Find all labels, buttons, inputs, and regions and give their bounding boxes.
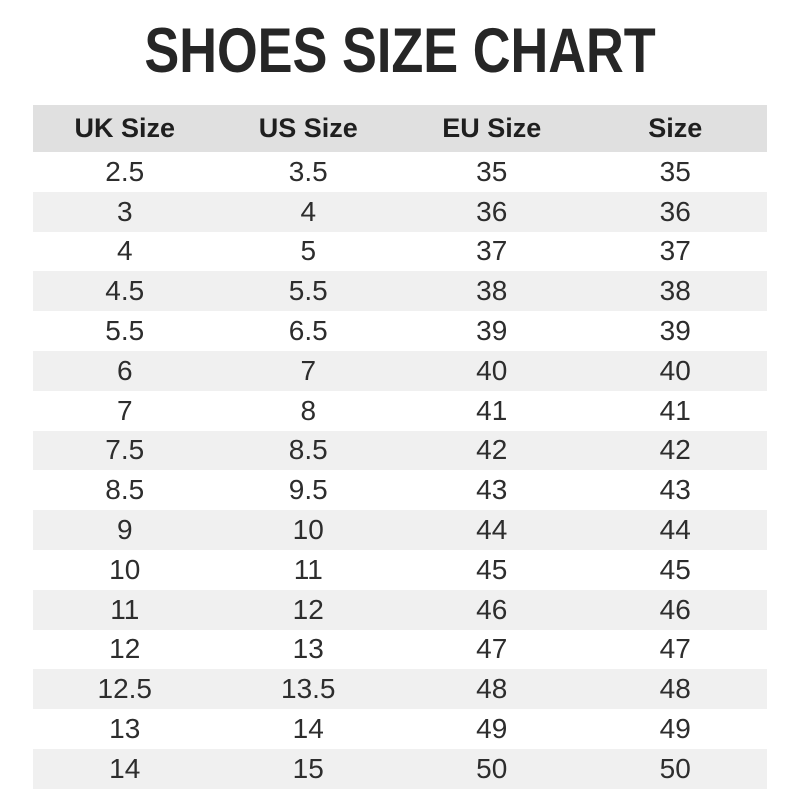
table-cell: 13	[109, 713, 141, 745]
table-cell: 35	[476, 155, 508, 187]
table-cell: 15	[292, 752, 324, 784]
table-cell: 44	[659, 514, 691, 546]
table-cell: 2.5	[105, 155, 145, 187]
table-cell: 4	[116, 235, 133, 267]
table-cell: 44	[476, 514, 508, 546]
table-cell: 40	[659, 354, 691, 386]
table-cell: 47	[659, 633, 691, 665]
table-cell: 4.5	[105, 275, 145, 307]
size-conversion-table: UK Size US Size EU Size Size 2.5 3.5 35 35 3…	[33, 105, 767, 789]
table-cell: 50	[659, 752, 691, 784]
table-cell: 5.5	[288, 275, 328, 307]
table-cell: 49	[659, 713, 691, 745]
table-row: 11 12 46 46	[33, 589, 767, 630]
table-row: 5.5 6.5 39 39	[33, 311, 767, 351]
table-cell: 3.5	[288, 155, 328, 187]
table-header: UK Size US Size EU Size Size	[33, 105, 767, 152]
page-title-wrap: SHOES SIZE CHART	[0, 18, 800, 84]
table-cell: 5	[300, 235, 317, 267]
table-cell: 40	[476, 354, 508, 386]
table-cell: 45	[476, 553, 508, 585]
table-cell: 8.5	[105, 474, 145, 506]
table-row: 7 8 41 41	[33, 390, 767, 431]
table-cell: 49	[476, 713, 508, 745]
table-cell: 5.5	[105, 315, 145, 347]
table-cell: 41	[476, 394, 508, 426]
table-header-row: UK Size US Size EU Size Size	[33, 105, 767, 152]
table-cell: 3	[116, 195, 133, 227]
table-cell: 39	[476, 315, 508, 347]
table-cell: 47	[476, 633, 508, 665]
table-cell: 7	[116, 394, 133, 426]
table-cell: 36	[476, 195, 508, 227]
table-body: 2.5 3.5 35 35 3 4 36 36 4 5 37 37 4.5 5.5 38 38 5.5 6.5 39…	[33, 152, 767, 789]
table-row: 3 4 36 36	[33, 191, 767, 232]
table-cell: 46	[476, 593, 508, 625]
table-cell: 42	[659, 434, 691, 466]
table-cell: 4	[300, 195, 317, 227]
table-cell: 9.5	[288, 474, 328, 506]
table-cell: 42	[476, 434, 508, 466]
table-cell: 13	[292, 633, 324, 665]
table-row: 8.5 9.5 43 43	[33, 470, 767, 511]
table-cell: 12	[292, 593, 324, 625]
table-cell: 48	[476, 673, 508, 705]
table-cell: 39	[659, 315, 691, 347]
table-cell: 12.5	[97, 673, 153, 705]
table-cell: 11	[293, 553, 323, 585]
table-cell: 6	[116, 354, 133, 386]
page-title: SHOES SIZE CHART	[144, 16, 656, 86]
table-row: 4 5 37 37	[33, 231, 767, 272]
table-row: 12 13 47 47	[33, 629, 767, 670]
table-cell: 7.5	[105, 434, 145, 466]
table-cell: 48	[659, 673, 691, 705]
table-cell: 14	[292, 713, 324, 745]
table-cell: 14	[109, 752, 141, 784]
table-cell: 10	[292, 514, 324, 546]
table-cell: 38	[659, 275, 691, 307]
table-row: 6 7 40 40	[33, 350, 767, 391]
table-cell: 37	[476, 235, 508, 267]
table-cell: 41	[659, 394, 691, 426]
table-cell: 45	[659, 553, 691, 585]
table-row: 4.5 5.5 38 38	[33, 271, 767, 312]
table-row: 13 14 49 49	[33, 709, 767, 749]
table-cell: 50	[476, 752, 508, 784]
table-row: 7.5 8.5 42 42	[33, 430, 767, 471]
table-row: 14 15 50 50	[33, 748, 767, 789]
table-cell: 12	[109, 633, 141, 665]
table-cell: 35	[659, 155, 691, 187]
table-cell: 8.5	[288, 434, 328, 466]
table-row: 9 10 44 44	[33, 510, 767, 550]
table-row: 2.5 3.5 35 35	[33, 152, 767, 192]
table-cell: 36	[659, 195, 691, 227]
table-row: 10 11 45 45	[33, 549, 767, 590]
table-cell: 43	[476, 474, 508, 506]
column-header-uk-size: UK Size	[33, 105, 217, 152]
table-row: 12.5 13.5 48 48	[33, 669, 767, 710]
table-cell: 37	[659, 235, 691, 267]
table-cell: 13.5	[281, 673, 336, 705]
table-cell: 11	[110, 593, 140, 625]
table-cell: 10	[109, 553, 141, 585]
table-cell: 6.5	[288, 315, 328, 347]
column-header-size: Size	[583, 105, 767, 152]
column-header-eu-size: EU Size	[400, 105, 584, 152]
column-header-us-size: US Size	[216, 105, 400, 152]
table-cell: 46	[659, 593, 691, 625]
table-cell: 9	[116, 514, 133, 546]
table-cell: 8	[300, 394, 317, 426]
table-cell: 43	[659, 474, 691, 506]
table-cell: 7	[300, 354, 317, 386]
table-cell: 38	[476, 275, 508, 307]
